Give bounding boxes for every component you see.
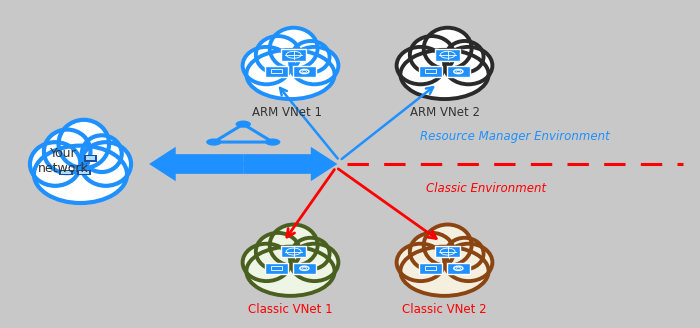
- Ellipse shape: [424, 224, 472, 266]
- Ellipse shape: [397, 244, 444, 281]
- Polygon shape: [244, 147, 337, 181]
- Text: Classic VNet 2: Classic VNet 2: [402, 303, 486, 316]
- FancyBboxPatch shape: [447, 263, 470, 274]
- Ellipse shape: [246, 50, 335, 99]
- Ellipse shape: [243, 244, 290, 281]
- FancyBboxPatch shape: [76, 170, 91, 175]
- Ellipse shape: [34, 146, 127, 203]
- Ellipse shape: [256, 233, 300, 270]
- FancyBboxPatch shape: [78, 171, 89, 174]
- FancyBboxPatch shape: [435, 49, 460, 61]
- Ellipse shape: [270, 224, 318, 266]
- Ellipse shape: [246, 247, 335, 296]
- FancyBboxPatch shape: [447, 66, 470, 77]
- Circle shape: [235, 120, 251, 128]
- Ellipse shape: [59, 120, 109, 168]
- Ellipse shape: [292, 41, 330, 72]
- FancyBboxPatch shape: [265, 66, 288, 77]
- Ellipse shape: [256, 36, 300, 73]
- Circle shape: [456, 267, 461, 269]
- Text: ExpressRoute Circuit: ExpressRoute Circuit: [178, 158, 308, 171]
- Ellipse shape: [30, 142, 80, 186]
- Ellipse shape: [270, 28, 318, 69]
- Ellipse shape: [444, 47, 492, 84]
- Text: ARM VNet 1: ARM VNet 1: [252, 106, 322, 119]
- FancyBboxPatch shape: [265, 263, 288, 274]
- Ellipse shape: [80, 142, 131, 186]
- FancyBboxPatch shape: [281, 246, 306, 257]
- Ellipse shape: [424, 28, 472, 69]
- FancyBboxPatch shape: [419, 263, 442, 274]
- FancyBboxPatch shape: [84, 155, 97, 162]
- Text: Your
network: Your network: [38, 147, 88, 175]
- FancyBboxPatch shape: [435, 246, 460, 257]
- Text: Resource Manager Environment: Resource Manager Environment: [419, 130, 610, 143]
- Ellipse shape: [400, 247, 489, 296]
- Ellipse shape: [446, 41, 484, 72]
- Ellipse shape: [444, 244, 492, 281]
- Circle shape: [302, 71, 307, 72]
- Ellipse shape: [410, 233, 454, 270]
- Ellipse shape: [446, 238, 484, 269]
- Text: Classic VNet 1: Classic VNet 1: [248, 303, 332, 316]
- Polygon shape: [149, 147, 244, 181]
- FancyBboxPatch shape: [293, 66, 316, 77]
- Ellipse shape: [243, 47, 290, 84]
- FancyBboxPatch shape: [419, 66, 442, 77]
- Circle shape: [456, 71, 461, 72]
- Ellipse shape: [290, 244, 338, 281]
- FancyBboxPatch shape: [61, 171, 71, 174]
- FancyBboxPatch shape: [59, 170, 74, 175]
- Ellipse shape: [82, 135, 122, 172]
- FancyBboxPatch shape: [86, 156, 95, 160]
- Text: ARM VNet 2: ARM VNet 2: [410, 106, 480, 119]
- Circle shape: [206, 138, 221, 146]
- Text: Classic Environment: Classic Environment: [426, 182, 547, 195]
- Circle shape: [302, 267, 307, 269]
- Ellipse shape: [292, 238, 330, 269]
- Ellipse shape: [397, 47, 444, 84]
- Ellipse shape: [400, 50, 489, 99]
- FancyBboxPatch shape: [293, 263, 316, 274]
- Ellipse shape: [410, 36, 454, 73]
- Ellipse shape: [44, 130, 90, 173]
- Circle shape: [265, 138, 280, 146]
- Ellipse shape: [290, 47, 338, 84]
- FancyBboxPatch shape: [281, 49, 306, 61]
